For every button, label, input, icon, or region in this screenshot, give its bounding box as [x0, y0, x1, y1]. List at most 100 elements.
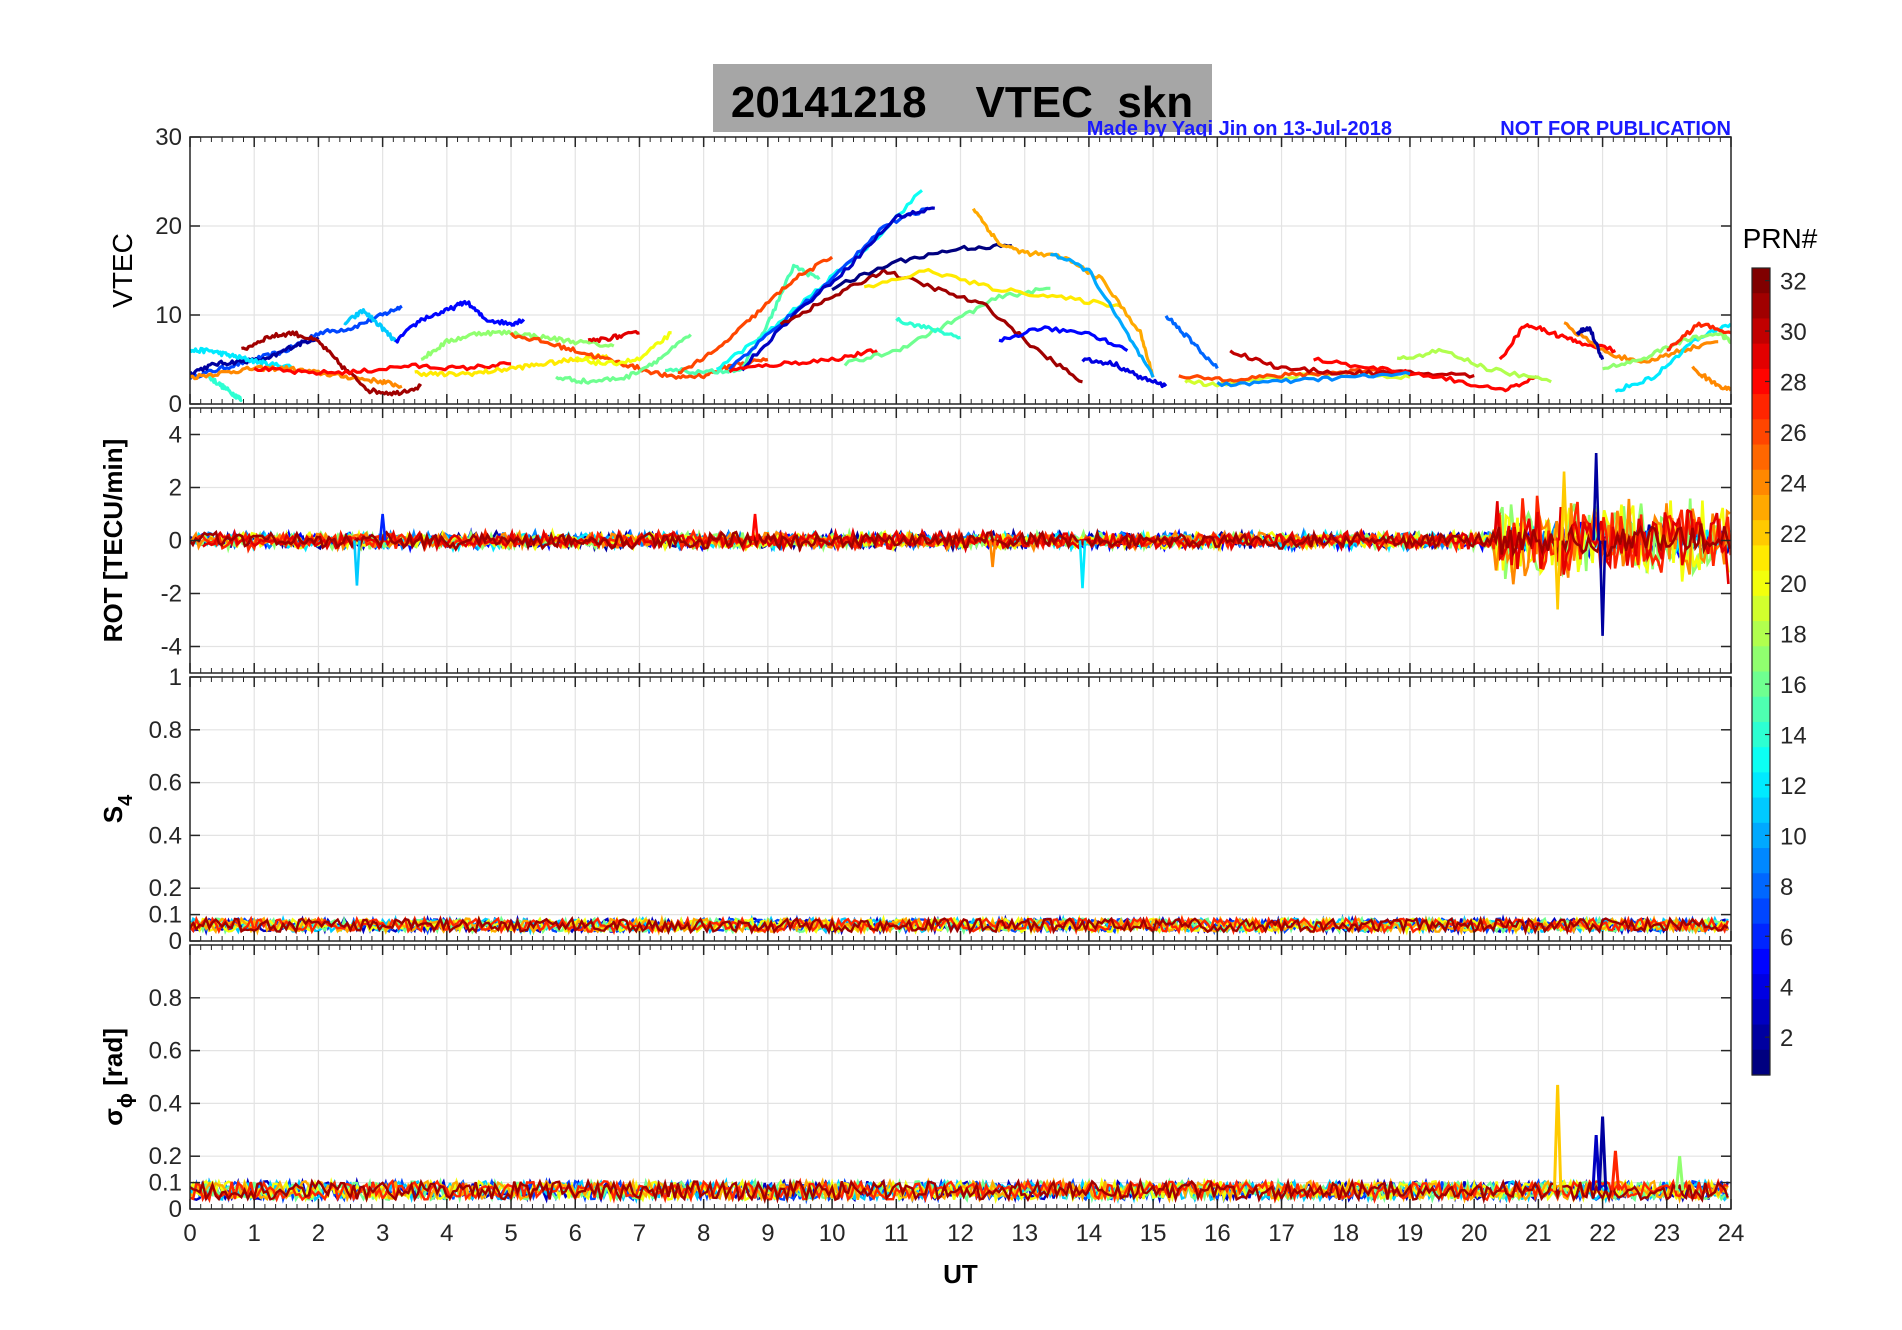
vtec-series-prn-30 [1229, 349, 1475, 379]
vtec-series-prn-24 [1563, 321, 1719, 364]
colorbar-cell [1752, 999, 1770, 1026]
vtec-series-prn-28 [728, 348, 878, 374]
vtec-series-prn-20 [574, 331, 672, 367]
x-tick-label: 1 [248, 1220, 261, 1247]
vtec-series-prn-27 [1666, 321, 1731, 352]
x-tick-label: 5 [504, 1220, 517, 1247]
colorbar-cell [1752, 822, 1770, 849]
colorbar-tick-label: 12 [1780, 773, 1807, 800]
sigma-spike [1674, 1156, 1685, 1191]
y-tick-label: 4 [169, 422, 182, 449]
y-tick-label: 0.1 [149, 1170, 182, 1197]
colorbar-cell [1752, 696, 1770, 723]
y-axis-label: σϕ [rad] [98, 1028, 137, 1126]
series-group [190, 189, 1731, 403]
x-tick-label: 2 [312, 1220, 325, 1247]
y-axis-label-sub: ϕ [115, 1093, 137, 1108]
colorbar-cell [1752, 318, 1770, 345]
colorbar-cell [1752, 1049, 1770, 1076]
vtec-series-prn-9 [1216, 370, 1411, 388]
sigma-spike [1591, 1134, 1601, 1191]
colorbar-tick-label: 2 [1780, 1025, 1793, 1052]
x-tick-label: 22 [1589, 1220, 1616, 1247]
series-group [190, 453, 1731, 636]
y-tick-label: 0 [169, 391, 182, 418]
x-tick-label: 24 [1718, 1220, 1745, 1247]
sigma-series-prn-27 [190, 1177, 1729, 1204]
colorbar-cell [1752, 368, 1770, 395]
x-tick-label: 11 [884, 1220, 909, 1247]
colorbar-tick-label: 22 [1780, 521, 1807, 548]
vtec-series-prn-12 [190, 346, 294, 370]
sigma-spike [1597, 1116, 1608, 1191]
y-tick-label: 2 [169, 475, 182, 502]
colorbar-tick-label: 24 [1780, 470, 1807, 497]
x-tick-label: 3 [376, 1220, 389, 1247]
vtec-series-prn-4 [1081, 357, 1168, 389]
colorbar-cell [1752, 747, 1770, 773]
colorbar-cell [1752, 595, 1770, 622]
colorbar-cell [1752, 520, 1770, 547]
rot-series-prn-31 [190, 523, 1731, 558]
x-tick-label: 4 [440, 1220, 453, 1247]
x-tick-label: 7 [633, 1220, 646, 1247]
panel-rot: -4 -2 0 2 4 ROT [TECU/min] [98, 407, 1732, 674]
colorbar-cell [1752, 848, 1770, 874]
vtec-series-prn-5 [998, 325, 1129, 352]
colorbar-frame [1751, 267, 1771, 1076]
x-tick-label: 15 [1140, 1220, 1167, 1247]
vtec-series-prn-18 [1396, 347, 1552, 384]
x-tick-label: 9 [761, 1220, 774, 1247]
colorbar-tick-label: 28 [1780, 369, 1807, 396]
y-tick-label: 30 [155, 124, 182, 151]
y-tick-label: 0.2 [149, 1143, 182, 1170]
vtec-series-prn-28 [1313, 356, 1539, 393]
vtec-series-prn-26 [1178, 366, 1385, 383]
colorbar-cell [1752, 621, 1770, 647]
y-tick-label: 0.4 [149, 822, 182, 849]
rot-spike [378, 513, 387, 541]
y-tick-label: 0 [169, 528, 182, 555]
y-axis-label: ROT [TECU/min] [98, 439, 128, 643]
vtec-series-prn-12 [1614, 322, 1731, 393]
rot-spike [1553, 540, 1562, 610]
x-tick-label: 12 [947, 1220, 974, 1247]
vtec-series-prn-14 [895, 317, 961, 340]
y-tick-label: 0 [169, 1196, 182, 1223]
colorbar-cell [1752, 948, 1770, 975]
vtec-series-prn-31 [779, 268, 1083, 384]
vtec-series-prn-31 [241, 330, 423, 397]
colorbar-cell [1752, 444, 1770, 471]
rot-spike [353, 540, 361, 586]
colorbar-cell [1752, 671, 1770, 698]
colorbar-cell [1752, 1024, 1770, 1051]
vtec-series-prn-5 [394, 300, 526, 344]
rot-spike [1598, 540, 1607, 636]
colorbar-cell [1752, 873, 1770, 900]
x-axis-label: UT [943, 1259, 978, 1289]
rot-spike [1560, 471, 1568, 541]
x-tick-label: 16 [1204, 1220, 1231, 1247]
x-tick-label: 23 [1653, 1220, 1680, 1247]
y-tick-label: 0.1 [149, 902, 182, 929]
panel-s4: 00.10.2 0.4 0.6 0.8 1 S4 [98, 664, 1732, 955]
vtec-series-prn-3 [740, 206, 935, 372]
colorbar-cell [1752, 721, 1770, 748]
colorbar-tick-label: 30 [1780, 319, 1807, 346]
vtec-series-prn-28 [1498, 323, 1617, 361]
vtec-series-prn-26 [677, 255, 834, 375]
vtec-series-prn-16 [555, 333, 692, 385]
colorbar-cell [1752, 772, 1770, 799]
x-tick-label: 0 [183, 1220, 196, 1247]
x-tick-label: 8 [697, 1220, 710, 1247]
y-tick-label: 20 [155, 213, 182, 240]
colorbar-tick-label: 10 [1780, 823, 1807, 850]
colorbar-tick-label: 6 [1780, 924, 1793, 951]
panel-sigma: 00.10.20.40.60.8σϕ [rad]0 1 2 3 4 5 6 7 8 9 10 11 12… [98, 944, 1745, 1289]
vtec-series-prn-21 [414, 353, 609, 378]
publication-notice: NOT FOR PUBLICATION [1500, 118, 1731, 140]
vtec-series-prn-24 [190, 364, 403, 389]
x-tick-label: 10 [819, 1220, 846, 1247]
